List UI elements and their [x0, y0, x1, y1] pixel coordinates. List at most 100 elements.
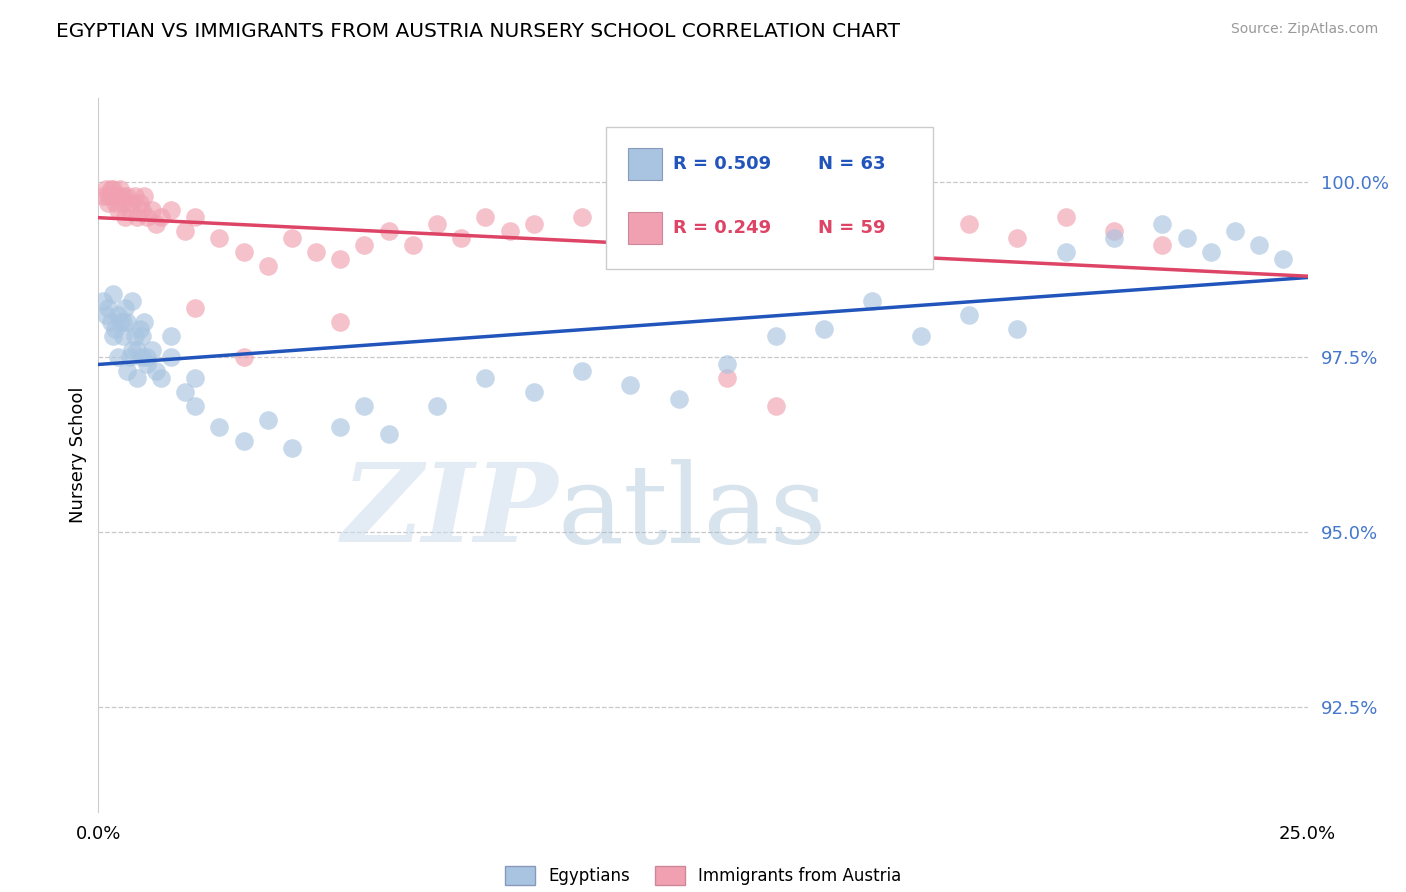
Point [118, 350, 141, 364]
Point [523, 217, 546, 231]
Point [860, 293, 883, 308]
Point [474, 210, 496, 224]
Point [101, 189, 124, 203]
Point [124, 329, 146, 343]
Point [232, 434, 254, 448]
Text: R = 0.509: R = 0.509 [672, 155, 770, 173]
Point [127, 343, 149, 357]
Point [174, 224, 197, 238]
Point [141, 343, 163, 357]
Point [107, 202, 129, 217]
Point [131, 329, 153, 343]
Point [108, 182, 131, 196]
Text: Source: ZipAtlas.com: Source: ZipAtlas.com [1230, 22, 1378, 37]
Point [127, 210, 149, 224]
Point [619, 378, 641, 392]
Point [813, 210, 835, 224]
Point [1152, 238, 1174, 252]
Point [765, 399, 787, 413]
Point [426, 399, 449, 413]
Point [141, 202, 163, 217]
Point [111, 315, 134, 329]
Point [256, 413, 278, 427]
Y-axis label: Nursery School: Nursery School [69, 386, 87, 524]
Point [1249, 238, 1271, 252]
Point [329, 420, 352, 434]
Point [208, 420, 231, 434]
Point [1152, 217, 1174, 231]
FancyBboxPatch shape [628, 148, 662, 180]
Point [104, 196, 127, 211]
Point [232, 350, 254, 364]
Point [111, 189, 134, 203]
Point [127, 371, 149, 385]
Point [329, 252, 352, 266]
FancyBboxPatch shape [606, 127, 932, 269]
Point [160, 202, 183, 217]
Point [281, 441, 304, 455]
Point [765, 329, 787, 343]
Point [498, 224, 520, 238]
Point [111, 329, 134, 343]
Legend: Egyptians, Immigrants from Austria: Egyptians, Immigrants from Austria [505, 866, 901, 886]
Point [97, 196, 120, 211]
Point [121, 293, 143, 308]
Point [100, 182, 122, 196]
Point [145, 217, 167, 231]
Point [104, 322, 127, 336]
Point [135, 357, 157, 371]
Point [1175, 231, 1198, 245]
Point [860, 224, 883, 238]
Point [813, 322, 835, 336]
Point [184, 210, 207, 224]
Point [91, 293, 114, 308]
Point [131, 202, 153, 217]
Point [377, 224, 399, 238]
Point [128, 196, 150, 211]
Point [353, 238, 375, 252]
Point [1102, 224, 1125, 238]
Point [121, 196, 143, 211]
Point [281, 231, 304, 245]
Point [111, 196, 134, 211]
Point [100, 315, 122, 329]
Point [474, 371, 496, 385]
Point [91, 189, 114, 203]
Point [117, 315, 139, 329]
Point [910, 329, 932, 343]
Point [101, 182, 124, 196]
Text: ZIP: ZIP [342, 458, 558, 566]
Point [1102, 231, 1125, 245]
Point [184, 399, 207, 413]
Point [134, 189, 156, 203]
Point [957, 308, 980, 322]
Point [174, 384, 197, 399]
Point [353, 399, 375, 413]
Point [1054, 210, 1077, 224]
Point [124, 189, 146, 203]
Point [619, 217, 641, 231]
Point [94, 308, 117, 322]
Point [145, 364, 167, 378]
Point [426, 217, 449, 231]
Point [97, 301, 120, 315]
Text: atlas: atlas [558, 458, 828, 566]
Point [571, 364, 593, 378]
Point [160, 329, 183, 343]
Text: N = 63: N = 63 [818, 155, 886, 173]
Point [184, 371, 207, 385]
Point [305, 245, 328, 260]
Point [134, 315, 156, 329]
Point [117, 189, 139, 203]
Point [150, 371, 173, 385]
FancyBboxPatch shape [628, 212, 662, 244]
Point [131, 350, 153, 364]
Point [101, 287, 124, 301]
Point [107, 350, 129, 364]
Point [135, 210, 157, 224]
Point [108, 315, 131, 329]
Point [232, 245, 254, 260]
Point [957, 217, 980, 231]
Point [94, 182, 117, 196]
Point [910, 238, 932, 252]
